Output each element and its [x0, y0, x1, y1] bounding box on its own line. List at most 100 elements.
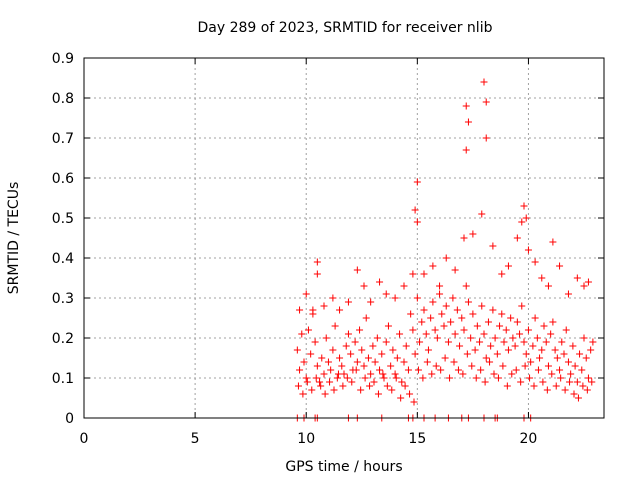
data-point [416, 338, 424, 346]
data-point [429, 298, 437, 306]
data-point [400, 282, 408, 290]
y-tick-label: 0.3 [52, 291, 74, 307]
data-point [344, 330, 352, 338]
data-point [544, 362, 552, 370]
data-point [543, 386, 551, 394]
data-point [353, 266, 361, 274]
grid-lines [84, 58, 604, 418]
data-point [471, 346, 479, 354]
chart-title: Day 289 of 2023, SRMTID for receiver nli… [198, 20, 493, 36]
data-point [320, 302, 328, 310]
data-point [324, 358, 332, 366]
data-point [401, 382, 409, 390]
data-point [462, 282, 470, 290]
data-point [300, 358, 308, 366]
data-point [584, 278, 592, 286]
data-point [414, 366, 422, 374]
data-point [449, 294, 457, 302]
data-point [544, 282, 552, 290]
data-point [504, 346, 512, 354]
y-tick-label: 0.1 [52, 371, 74, 387]
data-point [367, 298, 375, 306]
data-point [334, 370, 342, 378]
data-point [303, 378, 311, 386]
data-point [299, 390, 307, 398]
data-point [539, 378, 547, 386]
data-point [588, 378, 596, 386]
data-point [379, 370, 387, 378]
data-point [513, 318, 521, 326]
data-point [392, 374, 400, 382]
data-point [542, 338, 550, 346]
data-point [343, 374, 351, 382]
data-point [484, 318, 492, 326]
data-point [348, 378, 356, 386]
data-point [482, 98, 490, 106]
y-tick-label: 0.5 [52, 211, 74, 227]
data-point [489, 242, 497, 250]
data-point [547, 330, 555, 338]
data-point [327, 366, 335, 374]
data-point [552, 382, 560, 390]
data-point [422, 330, 430, 338]
y-axis: 0 0.1 0.2 0.3 0.4 0.5 0.6 0.7 0.8 0.9 [52, 51, 604, 427]
data-point [357, 386, 365, 394]
data-point [382, 338, 390, 346]
data-point [424, 346, 432, 354]
data-point [549, 238, 557, 246]
data-point [376, 366, 384, 374]
data-point [482, 134, 490, 142]
data-point [336, 306, 344, 314]
data-point [500, 338, 508, 346]
data-point [498, 310, 506, 318]
data-points [293, 78, 597, 422]
data-point [361, 374, 369, 382]
data-point [476, 338, 484, 346]
data-point [331, 322, 339, 330]
data-point [562, 326, 570, 334]
data-point [344, 298, 352, 306]
data-point [302, 374, 310, 382]
data-point [304, 326, 312, 334]
data-point [293, 346, 301, 354]
data-point [526, 374, 534, 382]
data-point [407, 310, 415, 318]
data-point [387, 362, 395, 370]
data-point [493, 350, 501, 358]
data-point [509, 334, 517, 342]
data-point [376, 278, 384, 286]
data-point [391, 294, 399, 302]
data-point [573, 274, 581, 282]
data-point [366, 382, 374, 390]
data-point [560, 350, 568, 358]
data-point [464, 298, 472, 306]
data-point [540, 322, 548, 330]
data-point [296, 306, 304, 314]
data-point [383, 382, 391, 390]
data-point [294, 382, 302, 390]
data-point [342, 342, 350, 350]
data-point [508, 370, 516, 378]
data-point [389, 346, 397, 354]
data-point [558, 338, 566, 346]
data-point [326, 378, 334, 386]
data-point [557, 374, 565, 382]
y-tick-label: 0.2 [52, 331, 74, 347]
data-point [460, 234, 468, 242]
data-point [338, 362, 346, 370]
data-point [513, 234, 521, 242]
data-point [473, 322, 481, 330]
data-point [531, 258, 539, 266]
data-point [404, 366, 412, 374]
data-point [442, 302, 450, 310]
data-point [462, 102, 470, 110]
data-point [561, 386, 569, 394]
data-point [551, 346, 559, 354]
data-point [521, 362, 529, 370]
data-point [413, 294, 421, 302]
data-point [370, 378, 378, 386]
data-point [584, 374, 592, 382]
data-point [418, 318, 426, 326]
data-point [569, 342, 577, 350]
